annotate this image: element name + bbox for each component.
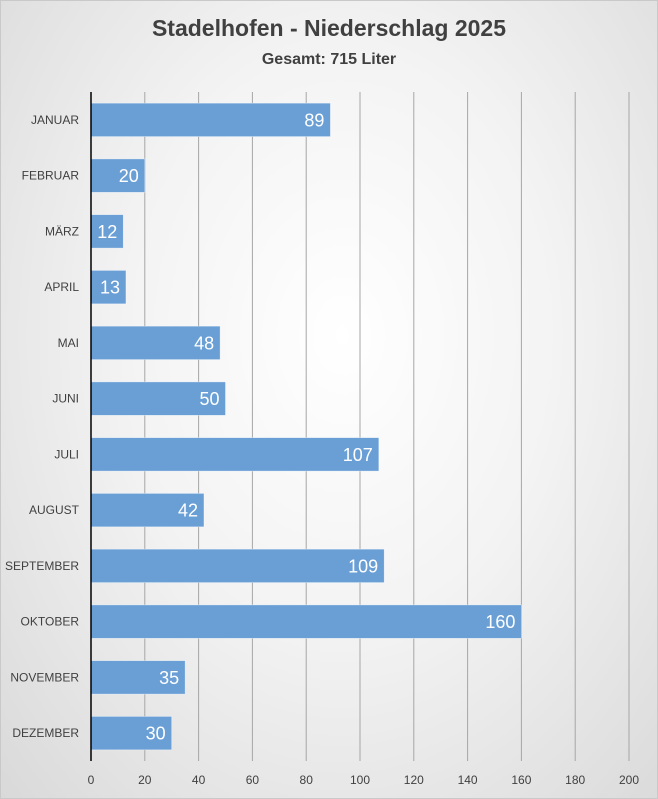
- category-label-juni: JUNI: [52, 392, 79, 406]
- bar-september: [90, 548, 385, 583]
- chart-title: Stadelhofen - Niederschlag 2025: [151, 15, 507, 41]
- bar-juli: [90, 437, 380, 472]
- data-label-juli: 107: [343, 445, 373, 465]
- x-tick-label-80: 80: [300, 773, 314, 787]
- bar-april: [90, 270, 127, 305]
- category-label-mai: MAI: [58, 336, 79, 350]
- data-label-märz: 12: [97, 222, 117, 242]
- x-tick-label-200: 200: [619, 773, 639, 787]
- bar-november: [90, 660, 186, 695]
- data-label-april: 13: [100, 278, 120, 298]
- category-label-november: NOVEMBER: [10, 670, 79, 684]
- category-label-januar: JANUAR: [31, 113, 79, 127]
- x-tick-label-60: 60: [246, 773, 260, 787]
- x-tick-label-140: 140: [458, 773, 478, 787]
- category-label-juli: JULI: [54, 447, 79, 461]
- bar-märz: [90, 214, 124, 249]
- data-label-dezember: 30: [146, 724, 166, 744]
- x-tick-label-20: 20: [138, 773, 152, 787]
- category-label-oktober: OKTOBER: [21, 615, 80, 629]
- data-label-november: 35: [159, 668, 179, 688]
- bar-februar: [90, 158, 146, 193]
- labels: 0 20 40 60 80 100 120 140 160 180 200 JANUAR 89 FEBRU…: [5, 110, 639, 787]
- bar-oktober: [90, 604, 522, 639]
- x-tick-label-100: 100: [350, 773, 370, 787]
- bar-juni: [90, 381, 226, 416]
- x-tick-label-40: 40: [192, 773, 206, 787]
- category-label-august: AUGUST: [29, 503, 80, 517]
- category-label-april: APRIL: [44, 280, 79, 294]
- bar-august: [90, 493, 205, 528]
- x-tick-label-120: 120: [404, 773, 424, 787]
- bar-mai: [90, 325, 221, 360]
- data-label-oktober: 160: [485, 612, 515, 632]
- bars: [90, 102, 522, 751]
- category-label-september: SEPTEMBER: [5, 559, 79, 573]
- data-label-september: 109: [348, 556, 378, 576]
- category-label-märz: MÄRZ: [45, 224, 79, 238]
- bar-januar: [90, 102, 331, 137]
- data-label-juni: 50: [199, 389, 219, 409]
- data-label-mai: 48: [194, 333, 214, 353]
- bar-dezember: [90, 716, 172, 751]
- x-tick-label-160: 160: [511, 773, 531, 787]
- grid-lines: [144, 92, 630, 761]
- chart-subtitle: Gesamt: 715 Liter: [261, 51, 397, 68]
- category-label-februar: FEBRUAR: [22, 169, 80, 183]
- x-tick-label-180: 180: [565, 773, 585, 787]
- x-tick-label-0: 0: [88, 773, 95, 787]
- data-label-februar: 20: [119, 166, 139, 186]
- data-label-januar: 89: [304, 110, 324, 130]
- category-label-dezember: DEZEMBER: [12, 726, 79, 740]
- data-label-august: 42: [178, 501, 198, 521]
